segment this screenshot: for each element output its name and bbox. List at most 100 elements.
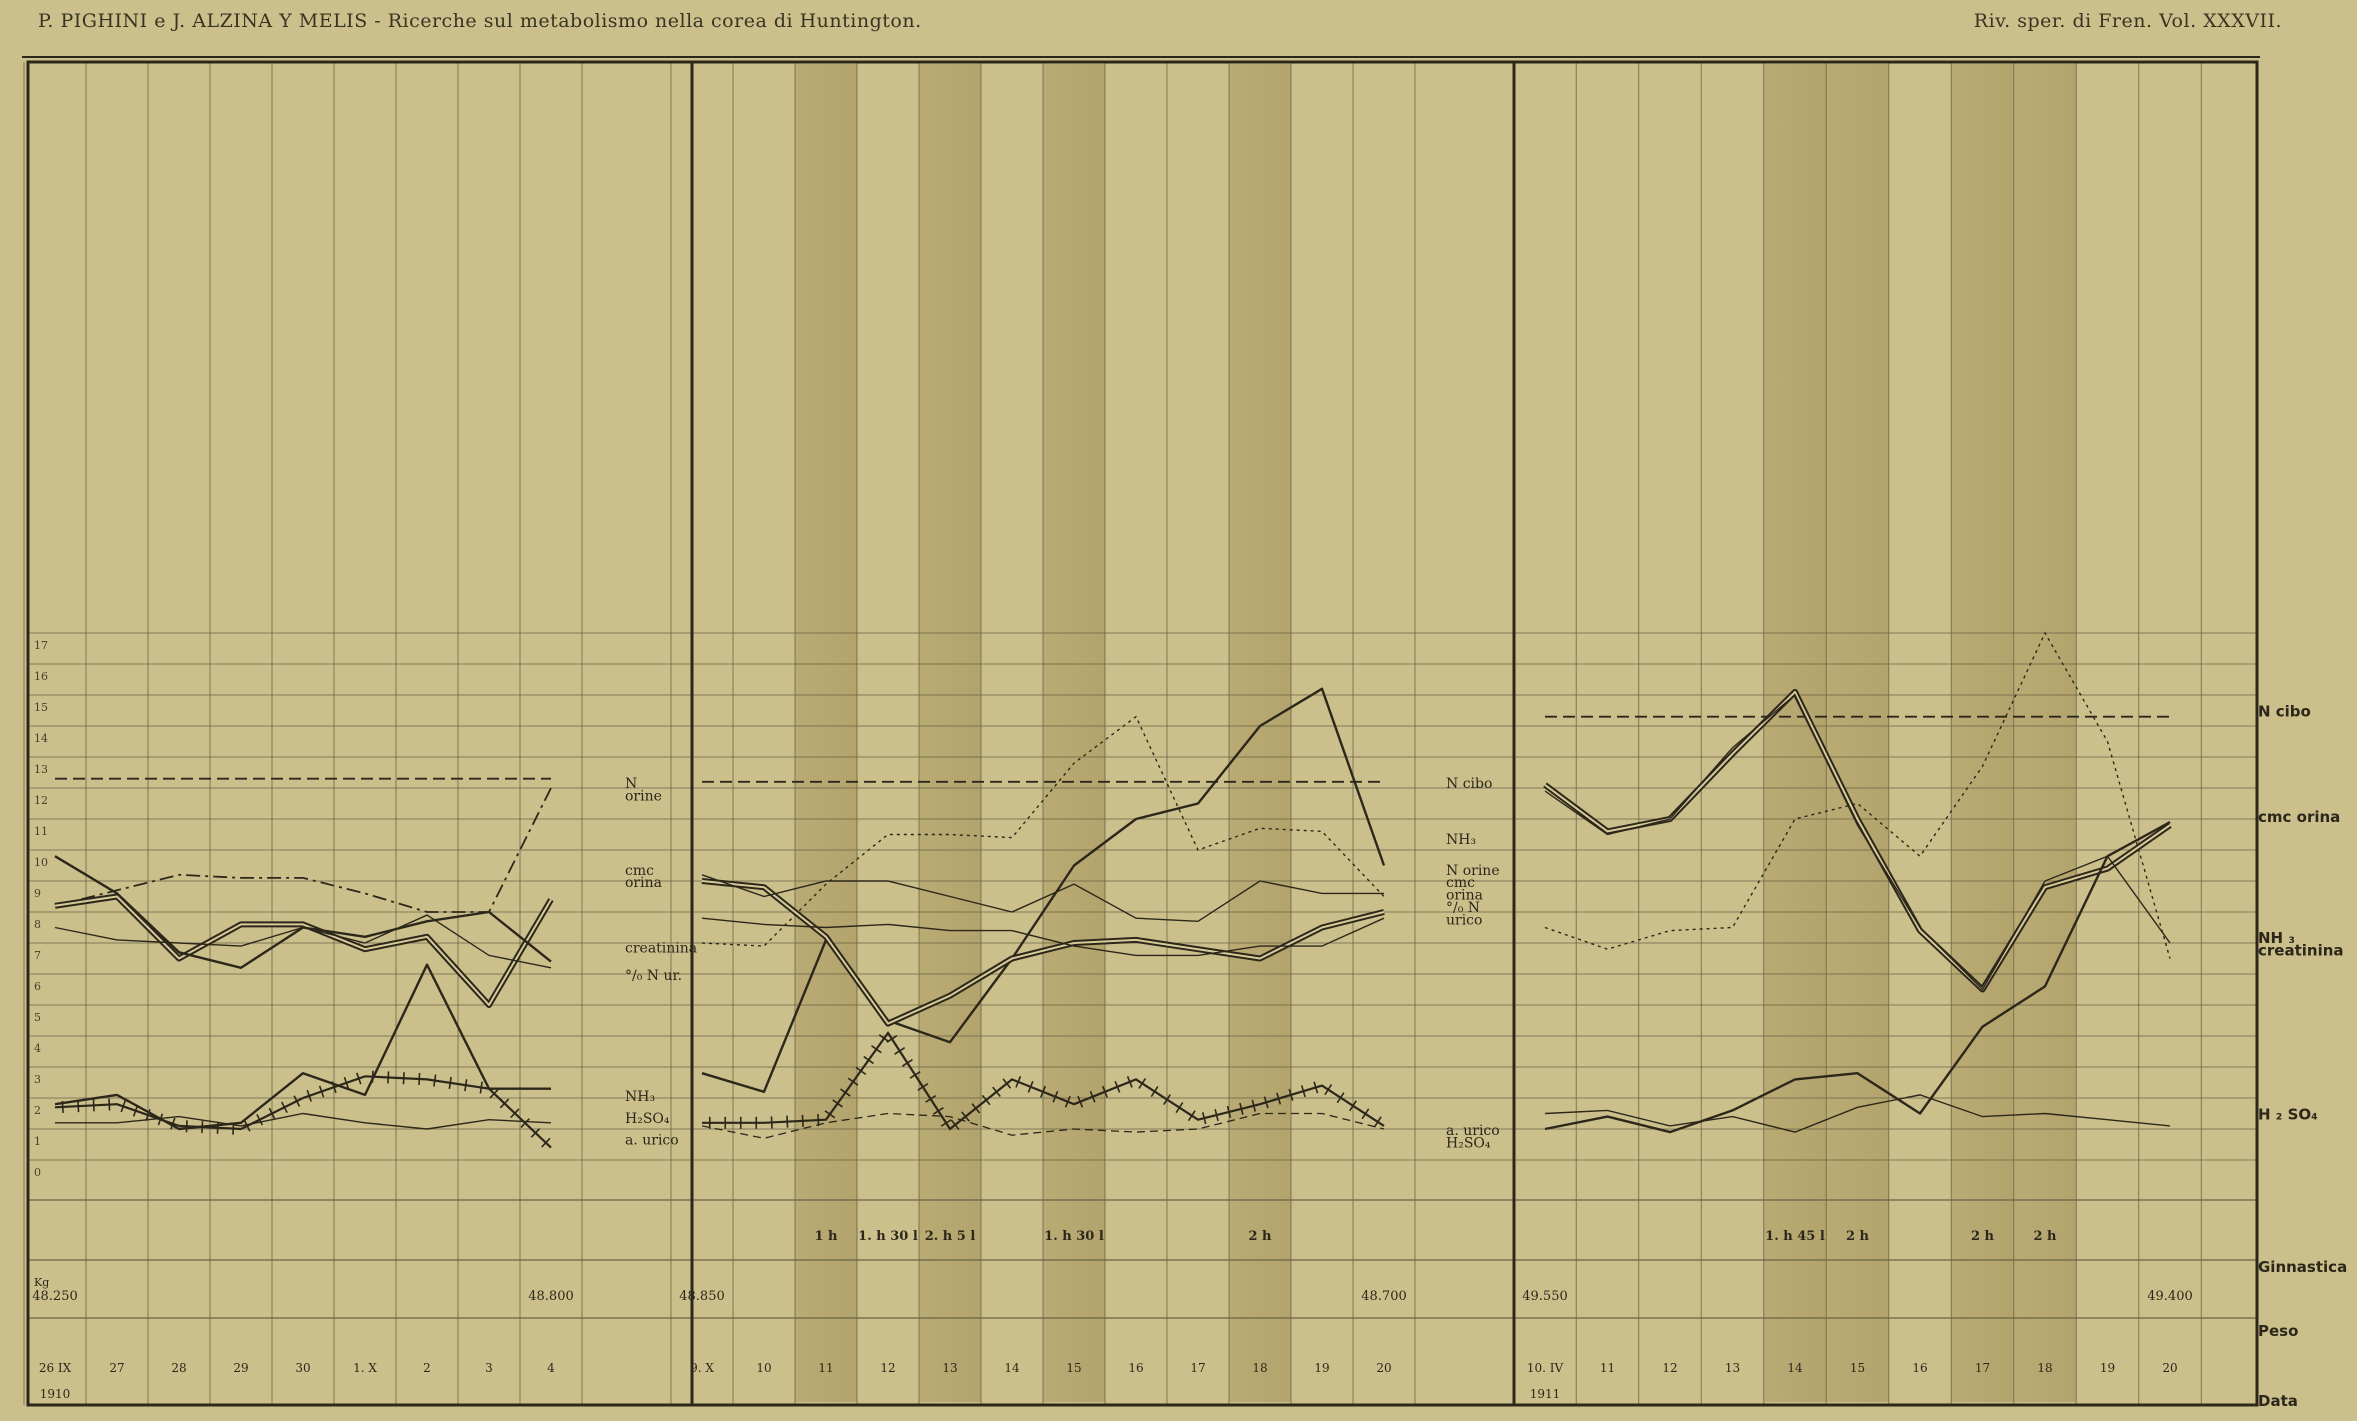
series-label: N orine [1446, 863, 1500, 879]
date-label: 17 [1190, 1361, 1205, 1375]
gym-duration: 1. h 30 l [858, 1229, 918, 1244]
series-label: urico [1446, 912, 1482, 928]
date-label: 30 [295, 1361, 310, 1375]
date-label: 18 [2037, 1361, 2052, 1375]
date-label: 12 [880, 1361, 895, 1375]
series--n-urico-line [701, 874, 1384, 923]
y-tick-label: 15 [34, 701, 48, 714]
series-h-so--line [1544, 1094, 2171, 1133]
y-tick-label: 17 [34, 639, 48, 652]
date-label: 19 [1314, 1361, 1329, 1375]
outer-frame [26, 60, 2259, 1407]
y-tick-label: 2 [34, 1104, 41, 1117]
series-nh--line [1544, 693, 2171, 991]
gym-row-caption: Ginnastica [2258, 1258, 2347, 1276]
y-tick-label: 14 [34, 732, 48, 745]
date-label: 2 [423, 1361, 431, 1375]
series-n-orine-line [701, 715, 1385, 947]
date-label: 18 [1252, 1361, 1267, 1375]
date-label: 26 IX [39, 1361, 72, 1375]
weight-unit-label: Kg [34, 1276, 49, 1289]
weight-value: 49.400 [2147, 1289, 2193, 1304]
date-label: 10. IV [1527, 1361, 1564, 1375]
series-cmc-orina-line [1543, 688, 2172, 993]
series-label: cmc [1446, 875, 1475, 891]
y-tick-label: 1 [34, 1135, 41, 1148]
y-tick-label: 12 [34, 794, 48, 807]
y-tick-label: 16 [34, 670, 48, 683]
y-tick-label: 6 [34, 980, 41, 993]
series--n-ur--line [54, 914, 552, 969]
y-tick-label: 8 [34, 918, 41, 931]
shaded-day [1043, 64, 1105, 1402]
y-tick-label: 5 [34, 1011, 41, 1024]
series-label: H₂SO₄ [625, 1111, 670, 1127]
gym-duration: 2 h [1846, 1229, 1870, 1244]
weight-value: 48.250 [32, 1289, 78, 1304]
date-label: 17 [1975, 1361, 1990, 1375]
date-label: 11 [1600, 1361, 1615, 1375]
y-tick-label: 4 [34, 1042, 41, 1055]
y-tick-label: 9 [34, 887, 41, 900]
date-label: 3 [485, 1361, 493, 1375]
shaded-day [795, 64, 857, 1402]
gym-duration: 1. h 30 l [1044, 1229, 1104, 1244]
weight-value: 48.800 [528, 1289, 574, 1304]
y-tick-label: 13 [34, 763, 48, 776]
y-tick-label: 7 [34, 949, 41, 962]
gym-duration: 2 h [1248, 1229, 1272, 1244]
gym-duration: 1. h 45 l [1765, 1229, 1825, 1244]
date-label: 16 [1128, 1361, 1143, 1375]
date-label: 19 [2100, 1361, 2115, 1375]
date-label: 20 [2162, 1361, 2177, 1375]
series-label: orina [625, 875, 662, 891]
gym-duration: 2. h 5 l [925, 1229, 976, 1244]
series-label: °/₀ N [1446, 900, 1480, 916]
date-label: 27 [109, 1361, 124, 1375]
y-tick-label: 3 [34, 1073, 41, 1086]
date-label: 1. X [353, 1361, 377, 1375]
gym-duration: 1 h [814, 1229, 838, 1244]
series-nh--line [701, 687, 1386, 1093]
gym-duration: 2 h [1971, 1229, 1995, 1244]
series-creatinina-line [1544, 821, 2171, 1134]
weight-row-caption: Peso [2258, 1322, 2298, 1340]
date-label: 28 [171, 1361, 186, 1375]
shaded-day [2013, 64, 2077, 1402]
date-label: 14 [1787, 1361, 1803, 1375]
weight-value: 48.700 [1361, 1289, 1407, 1304]
shaded-day [1229, 64, 1291, 1402]
date-label: 11 [818, 1361, 833, 1375]
series-label: orina [1446, 888, 1483, 904]
series-label: H₂SO₄ [1446, 1136, 1491, 1152]
right-series-label: N cibo [2258, 703, 2311, 721]
y-tick-label: 11 [34, 825, 48, 838]
page-header: P. PIGHINI e J. ALZINA Y MELIS - Ricerch… [0, 0, 2357, 55]
weight-value: 49.550 [1522, 1289, 1568, 1304]
series-label: NH₃ [1446, 832, 1476, 848]
series-h-so--line [55, 1112, 552, 1130]
date-label: 13 [942, 1361, 957, 1375]
y-tick-label: 10 [34, 856, 48, 869]
date-label: 29 [233, 1361, 248, 1375]
weight-value: 48.850 [679, 1289, 725, 1304]
series-label: a. urico [625, 1133, 679, 1149]
shaded-day [1826, 64, 1889, 1402]
date-label: 4 [547, 1361, 555, 1375]
series-n-orine-line [1544, 631, 2171, 959]
series-label: NH₃ [625, 1089, 655, 1105]
series-label: creatinina [625, 940, 697, 956]
series-a-urico-line [54, 1070, 552, 1149]
y-tick-label: 0 [34, 1166, 41, 1179]
series-label: N cibo [1446, 776, 1492, 792]
right-series-label: cmc orina [2258, 808, 2340, 826]
date-label: 20 [1376, 1361, 1391, 1375]
date-label: 15 [1850, 1361, 1865, 1375]
series-n-orine-line [54, 787, 552, 913]
date-label: 9. X [690, 1361, 714, 1375]
year-label: 1911 [1530, 1387, 1561, 1401]
shaded-day [1951, 64, 2014, 1402]
shaded-day [919, 64, 981, 1402]
gym-duration: 2 h [2033, 1229, 2057, 1244]
